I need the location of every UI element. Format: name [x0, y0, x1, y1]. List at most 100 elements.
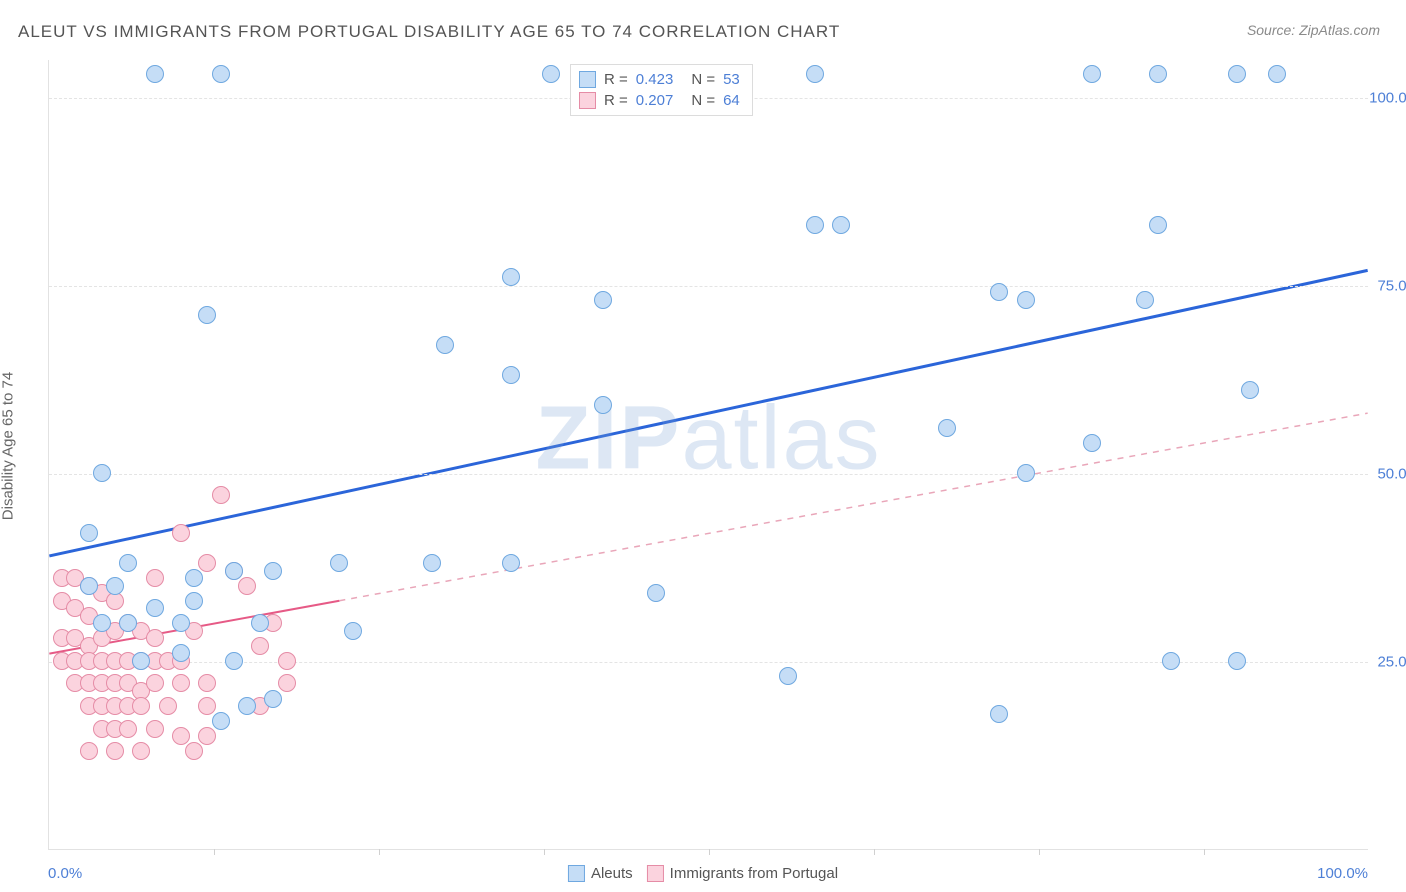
y-tick-label: 25.0%: [1377, 653, 1406, 670]
scatter-point-aleuts: [106, 577, 124, 595]
scatter-point-aleuts: [832, 216, 850, 234]
x-tick-mark: [379, 849, 380, 855]
scatter-point-aleuts: [594, 291, 612, 309]
scatter-point-aleuts: [119, 614, 137, 632]
scatter-point-aleuts: [93, 464, 111, 482]
legend-swatch: [568, 865, 585, 882]
scatter-point-aleuts: [594, 396, 612, 414]
r-value: 0.423: [636, 71, 674, 88]
scatter-point-aleuts: [1162, 652, 1180, 670]
scatter-point-portugal: [198, 554, 216, 572]
x-axis-max-label: 100.0%: [1317, 865, 1368, 882]
n-label: N =: [691, 71, 715, 88]
scatter-point-portugal: [132, 742, 150, 760]
scatter-point-portugal: [278, 652, 296, 670]
scatter-point-portugal: [212, 486, 230, 504]
trend-line: [49, 270, 1367, 556]
trend-line: [339, 413, 1367, 601]
legend-bottom: Aleuts Immigrants from Portugal: [568, 865, 838, 882]
r-label: R =: [604, 92, 628, 109]
scatter-point-aleuts: [1268, 65, 1286, 83]
legend-swatch: [579, 71, 596, 88]
scatter-point-aleuts: [238, 697, 256, 715]
scatter-point-portugal: [146, 674, 164, 692]
scatter-point-aleuts: [647, 584, 665, 602]
scatter-point-aleuts: [1228, 65, 1246, 83]
scatter-point-aleuts: [806, 65, 824, 83]
scatter-point-aleuts: [212, 712, 230, 730]
legend-label: Aleuts: [591, 865, 633, 882]
scatter-point-aleuts: [264, 562, 282, 580]
scatter-point-portugal: [198, 727, 216, 745]
scatter-point-aleuts: [172, 614, 190, 632]
scatter-point-aleuts: [1017, 291, 1035, 309]
source-label: Source: ZipAtlas.com: [1247, 22, 1380, 38]
scatter-point-aleuts: [132, 652, 150, 670]
legend-item: Immigrants from Portugal: [647, 865, 838, 882]
scatter-point-aleuts: [225, 652, 243, 670]
scatter-point-aleuts: [119, 554, 137, 572]
scatter-point-portugal: [159, 697, 177, 715]
n-value: 53: [723, 71, 740, 88]
scatter-point-aleuts: [1017, 464, 1035, 482]
gridline: [49, 286, 1368, 287]
gridline: [49, 474, 1368, 475]
scatter-point-portugal: [146, 569, 164, 587]
scatter-point-aleuts: [146, 599, 164, 617]
scatter-point-portugal: [278, 674, 296, 692]
scatter-point-aleuts: [1136, 291, 1154, 309]
y-axis-title: Disability Age 65 to 74: [0, 372, 17, 520]
y-tick-label: 50.0%: [1377, 465, 1406, 482]
scatter-point-aleuts: [1083, 65, 1101, 83]
scatter-point-aleuts: [80, 577, 98, 595]
scatter-point-aleuts: [330, 554, 348, 572]
x-tick-mark: [214, 849, 215, 855]
r-label: R =: [604, 71, 628, 88]
scatter-point-portugal: [198, 697, 216, 715]
y-tick-label: 100.0%: [1369, 89, 1406, 106]
scatter-point-aleuts: [264, 690, 282, 708]
scatter-point-aleuts: [938, 419, 956, 437]
scatter-point-aleuts: [146, 65, 164, 83]
scatter-point-portugal: [172, 727, 190, 745]
scatter-point-aleuts: [502, 366, 520, 384]
scatter-point-portugal: [238, 577, 256, 595]
scatter-point-aleuts: [344, 622, 362, 640]
n-value: 64: [723, 92, 740, 109]
scatter-point-portugal: [172, 674, 190, 692]
chart-title: ALEUT VS IMMIGRANTS FROM PORTUGAL DISABI…: [18, 22, 840, 42]
plot-area: ZIPatlas 25.0%50.0%75.0%100.0%: [48, 60, 1368, 850]
legend-stats-row: R = 0.423 N = 53: [579, 69, 740, 90]
x-tick-mark: [1204, 849, 1205, 855]
scatter-point-portugal: [251, 637, 269, 655]
x-tick-mark: [709, 849, 710, 855]
scatter-point-aleuts: [1083, 434, 1101, 452]
scatter-point-aleuts: [990, 283, 1008, 301]
scatter-point-aleuts: [502, 268, 520, 286]
x-tick-mark: [874, 849, 875, 855]
scatter-point-aleuts: [779, 667, 797, 685]
scatter-point-aleuts: [185, 569, 203, 587]
legend-label: Immigrants from Portugal: [670, 865, 838, 882]
legend-swatch: [579, 92, 596, 109]
scatter-point-aleuts: [225, 562, 243, 580]
scatter-point-aleuts: [990, 705, 1008, 723]
x-tick-mark: [544, 849, 545, 855]
legend-stats-row: R = 0.207N = 64: [579, 90, 740, 111]
scatter-point-aleuts: [185, 592, 203, 610]
scatter-point-aleuts: [1228, 652, 1246, 670]
scatter-point-portugal: [80, 742, 98, 760]
scatter-point-portugal: [132, 697, 150, 715]
scatter-point-aleuts: [80, 524, 98, 542]
y-tick-label: 75.0%: [1377, 277, 1406, 294]
scatter-point-portugal: [119, 720, 137, 738]
scatter-point-portugal: [198, 674, 216, 692]
scatter-point-aleuts: [198, 306, 216, 324]
scatter-point-aleuts: [542, 65, 560, 83]
scatter-point-aleuts: [93, 614, 111, 632]
n-label: N =: [691, 92, 715, 109]
trend-lines: [49, 60, 1368, 849]
scatter-point-aleuts: [806, 216, 824, 234]
x-tick-mark: [1039, 849, 1040, 855]
legend-stats-box: R = 0.423 N = 53 R = 0.207N = 64: [570, 64, 753, 116]
